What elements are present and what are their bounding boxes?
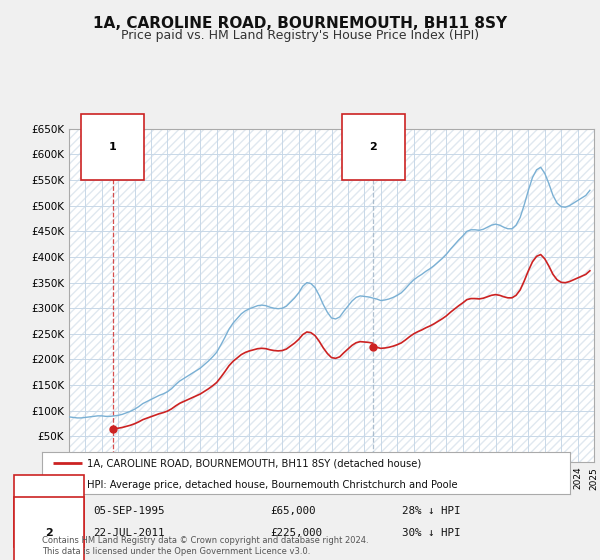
Text: 2: 2 xyxy=(46,528,53,538)
Text: Price paid vs. HM Land Registry's House Price Index (HPI): Price paid vs. HM Land Registry's House … xyxy=(121,29,479,42)
Text: Contains HM Land Registry data © Crown copyright and database right 2024.
This d: Contains HM Land Registry data © Crown c… xyxy=(42,536,368,556)
Text: 1A, CAROLINE ROAD, BOURNEMOUTH, BH11 8SY (detached house): 1A, CAROLINE ROAD, BOURNEMOUTH, BH11 8SY… xyxy=(87,458,421,468)
Text: 22-JUL-2011: 22-JUL-2011 xyxy=(93,528,164,538)
Text: 05-SEP-1995: 05-SEP-1995 xyxy=(93,506,164,516)
Text: 30% ↓ HPI: 30% ↓ HPI xyxy=(402,528,461,538)
Text: HPI: Average price, detached house, Bournemouth Christchurch and Poole: HPI: Average price, detached house, Bour… xyxy=(87,480,458,489)
Text: £225,000: £225,000 xyxy=(270,528,322,538)
Text: 2: 2 xyxy=(369,142,377,152)
Text: 1: 1 xyxy=(109,142,116,152)
Text: 1: 1 xyxy=(46,506,53,516)
Text: 28% ↓ HPI: 28% ↓ HPI xyxy=(402,506,461,516)
Text: 1A, CAROLINE ROAD, BOURNEMOUTH, BH11 8SY: 1A, CAROLINE ROAD, BOURNEMOUTH, BH11 8SY xyxy=(93,16,507,31)
Text: £65,000: £65,000 xyxy=(270,506,316,516)
